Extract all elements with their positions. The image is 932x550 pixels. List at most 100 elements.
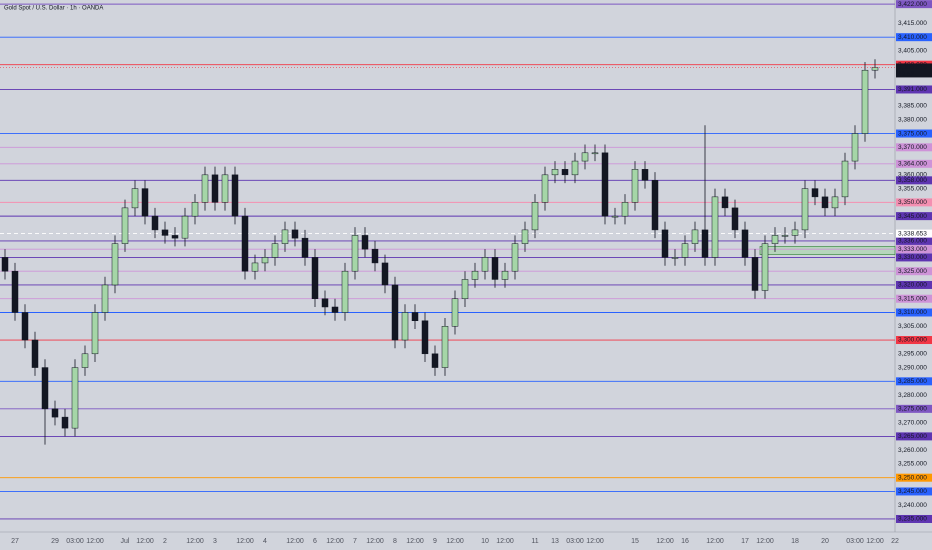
- y-tick-label: 3,255.000: [898, 461, 927, 468]
- level-label: 3,285.000: [898, 378, 927, 385]
- level-label: 3,370.000: [898, 144, 927, 151]
- x-tick-label: 03:00: [566, 538, 584, 545]
- level-label-box: [896, 236, 932, 245]
- candle-body: [141, 188, 149, 217]
- candle-body: [721, 196, 729, 209]
- candle-body: [251, 262, 259, 272]
- x-tick-label: 12:00: [496, 538, 514, 545]
- candle-body: [841, 160, 849, 198]
- level-label-box: [896, 404, 932, 413]
- candle-body: [651, 180, 659, 231]
- level-label-box: [896, 33, 932, 42]
- x-tick-label: 16: [681, 538, 689, 545]
- candle-body: [871, 67, 879, 71]
- x-tick-label: 18: [791, 538, 799, 545]
- candle-body: [791, 229, 799, 236]
- candle-body: [291, 229, 299, 239]
- candle-body: [491, 257, 499, 280]
- candle-body: [771, 235, 779, 244]
- candle-body: [211, 174, 219, 203]
- x-tick-label: 7: [353, 538, 357, 545]
- candle-body: [181, 215, 189, 239]
- candle-body: [741, 229, 749, 258]
- level-label-box: [896, 432, 932, 441]
- x-tick-label: 12:00: [706, 538, 724, 545]
- level-label: 3,422.000: [898, 1, 927, 8]
- candle-body: [811, 188, 819, 198]
- candle-body: [501, 270, 509, 280]
- candle-body: [511, 243, 519, 272]
- level-label: 3,350.000: [898, 199, 927, 206]
- candle-body: [591, 152, 599, 155]
- x-tick-label: 10: [481, 538, 489, 545]
- dashed-level-box: [896, 229, 932, 238]
- y-tick-label: 3,360.000: [898, 172, 927, 179]
- candle-body: [241, 215, 249, 272]
- level-label-box: [896, 253, 932, 262]
- candle-body: [411, 312, 419, 322]
- level-label-box: [896, 159, 932, 168]
- y-tick-label: 3,405.000: [898, 48, 927, 55]
- candle-body: [471, 270, 479, 280]
- candle-body: [121, 207, 129, 244]
- candle-body: [351, 235, 359, 272]
- x-tick-label: 12:00: [406, 538, 424, 545]
- candle-body: [71, 367, 79, 429]
- candle-body: [531, 202, 539, 231]
- candle-body: [321, 298, 329, 308]
- candle-body: [21, 312, 29, 341]
- candle-body: [41, 367, 49, 410]
- candle-body: [1, 257, 9, 272]
- candle-body: [751, 257, 759, 291]
- level-label: 3,250.000: [898, 474, 927, 481]
- candle-body: [271, 243, 279, 258]
- candle-body: [821, 196, 829, 209]
- level-label: 3,235.000: [898, 516, 927, 523]
- level-label: 3,330.000: [898, 254, 927, 261]
- candle-body: [331, 306, 339, 313]
- y-tick-label: 3,415.000: [898, 20, 927, 27]
- candle-body: [261, 257, 269, 264]
- x-tick-label: 4: [263, 538, 267, 545]
- level-label: 3,315.000: [898, 295, 927, 302]
- x-tick-label: 12:00: [186, 538, 204, 545]
- y-tick-label: 3,260.000: [898, 447, 927, 454]
- y-tick-label: 3,280.000: [898, 392, 927, 399]
- candle-body: [391, 284, 399, 341]
- x-tick-label: 12:00: [326, 538, 344, 545]
- level-label: 3,310.000: [898, 309, 927, 316]
- level-label: 3,300.000: [898, 337, 927, 344]
- level-label-box: [896, 0, 932, 9]
- x-tick-label: 12:00: [86, 538, 104, 545]
- last-price-box: [896, 63, 932, 78]
- candle-body: [601, 152, 609, 217]
- level-label-box: [896, 336, 932, 345]
- candle-body: [831, 196, 839, 209]
- candle-body: [201, 174, 209, 203]
- x-tick-label: 8: [393, 538, 397, 545]
- level-label-box: [896, 487, 932, 496]
- candle-body: [551, 169, 559, 176]
- candle-body: [681, 243, 689, 258]
- x-tick-label: 2: [163, 538, 167, 545]
- candle-body: [341, 270, 349, 313]
- level-label-box: [896, 280, 932, 289]
- countdown-label: 49:52: [898, 71, 915, 78]
- level-label: 3,325.000: [898, 268, 927, 275]
- level-label-box: [896, 294, 932, 303]
- candle-body: [451, 298, 459, 327]
- candle-body: [91, 312, 99, 355]
- candle-body: [131, 188, 139, 209]
- candle-body: [11, 270, 19, 313]
- x-tick-label: 12:00: [446, 538, 464, 545]
- candle-body: [661, 229, 669, 258]
- candle-body: [671, 257, 679, 259]
- candle-body: [701, 229, 709, 258]
- level-label-box: [896, 245, 932, 254]
- level-label: 3,364.000: [898, 161, 927, 168]
- x-tick-label: 03:00: [846, 538, 864, 545]
- y-tick-label: 3,385.000: [898, 103, 927, 110]
- candle-body: [401, 312, 409, 341]
